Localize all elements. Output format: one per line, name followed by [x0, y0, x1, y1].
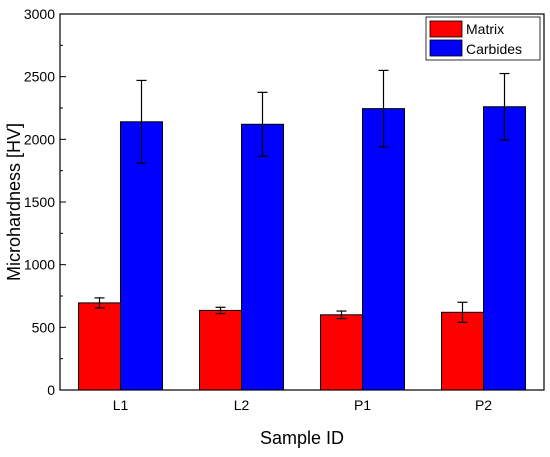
y-axis-title: Microhardness [HV] — [4, 123, 24, 281]
legend-swatch-matrix — [429, 20, 463, 38]
bar-carbides-l2 — [241, 123, 284, 391]
x-tick-label: P2 — [475, 397, 492, 413]
y-tick-label: 1500 — [24, 194, 55, 210]
y-tick-label: 0 — [47, 382, 55, 398]
y-tick-label: 2500 — [24, 69, 55, 85]
bar-matrix-p1 — [320, 314, 363, 391]
error-bars — [94, 69, 510, 323]
legend-swatch-carbides — [429, 39, 463, 57]
y-tick-label: 2000 — [24, 131, 55, 147]
bar-matrix-p2 — [441, 311, 484, 391]
legend-label-carbides: Carbides — [466, 41, 522, 57]
legend: Matrix Carbides — [425, 16, 541, 61]
y-tick-label: 500 — [32, 319, 56, 335]
x-axis-title: Sample ID — [260, 428, 344, 448]
x-tick-label: P1 — [354, 397, 371, 413]
x-tick-label: L2 — [234, 397, 250, 413]
bars — [78, 106, 526, 391]
bar-matrix-l2 — [199, 309, 242, 391]
y-tick-label: 3000 — [24, 6, 55, 22]
x-tick-label: L1 — [113, 397, 129, 413]
y-axis: 0 500 1000 1500 2000 2500 3000 — [24, 6, 66, 398]
bar-carbides-p1 — [362, 108, 405, 391]
legend-label-matrix: Matrix — [466, 21, 504, 37]
x-axis: L1 L2 P1 P2 — [113, 384, 492, 413]
y-tick-label: 1000 — [24, 257, 55, 273]
bar-matrix-l1 — [78, 302, 121, 391]
bar-carbides-l1 — [120, 121, 163, 391]
bar-carbides-p2 — [483, 106, 526, 391]
